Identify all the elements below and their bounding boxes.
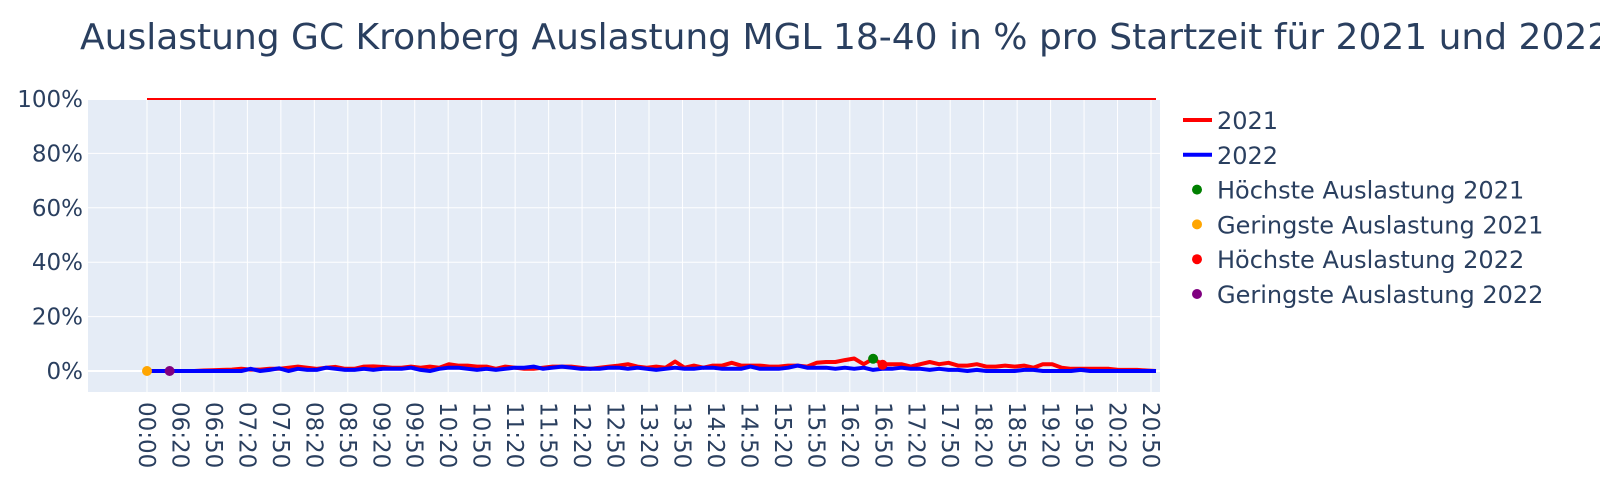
legend-label: Höchste Auslastung 2022 — [1217, 246, 1524, 274]
y-tick-label: 40% — [32, 250, 83, 276]
marker-point — [164, 366, 175, 376]
x-tick-label: 09:50 — [401, 402, 427, 468]
x-tick-label: 14:50 — [735, 402, 761, 468]
x-tick-label: 13:50 — [668, 402, 694, 468]
chart-title: Auslastung GC Kronberg Auslastung MGL 18… — [80, 17, 1600, 58]
y-axis-ticks: 0% 20% 40% 60% 80% 100% — [17, 87, 83, 385]
extreme-markers — [142, 353, 888, 376]
x-tick-label: 06:20 — [166, 402, 192, 468]
x-tick-label: 11:20 — [501, 402, 527, 468]
x-tick-label: 16:50 — [869, 402, 895, 468]
marker-point — [877, 359, 888, 370]
x-tick-label: 08:50 — [334, 402, 360, 468]
legend-marker — [1192, 254, 1202, 265]
legend-marker — [1192, 219, 1202, 230]
x-tick-label: 14:20 — [702, 402, 728, 468]
x-tick-label: 07:20 — [233, 402, 259, 468]
x-tick-label: 07:50 — [267, 402, 293, 468]
legend: 2021 2022 Höchste Auslastung 2021 Geringste… — [1183, 107, 1543, 309]
x-axis-ticks: 00:00 06:20 06:50 07:20 07:50 08:20 08:50 09:20… — [133, 402, 1163, 468]
x-tick-label: 20:50 — [1137, 402, 1163, 468]
y-tick-label: 60% — [32, 196, 83, 222]
legend-label: Höchste Auslastung 2021 — [1217, 177, 1524, 205]
x-tick-label: 19:50 — [1070, 402, 1096, 468]
legend-marker — [1192, 289, 1202, 299]
legend-label: 2022 — [1217, 142, 1278, 170]
x-tick-label: 17:20 — [903, 402, 929, 468]
x-tick-label: 00:00 — [133, 402, 159, 468]
x-tick-label: 10:50 — [468, 402, 494, 468]
x-tick-label: 08:20 — [300, 402, 326, 468]
marker-point — [142, 366, 152, 376]
plot-area — [88, 100, 1160, 392]
legend-label: Geringste Auslastung 2022 — [1217, 281, 1543, 309]
legend-label: Geringste Auslastung 2021 — [1217, 211, 1543, 239]
x-tick-label: 09:20 — [367, 402, 393, 468]
marker-point — [868, 353, 879, 364]
x-tick-label: 11:50 — [535, 402, 561, 468]
x-tick-label: 18:50 — [1003, 402, 1029, 468]
series-lines — [147, 98, 1157, 373]
x-tick-label: 12:20 — [568, 402, 594, 468]
x-tick-label: 15:50 — [802, 402, 828, 468]
x-tick-label: 10:20 — [434, 402, 460, 468]
y-tick-label: 0% — [47, 359, 84, 385]
legend-label: 2021 — [1217, 107, 1278, 135]
y-tick-label: 20% — [32, 305, 83, 331]
x-tick-label: 20:20 — [1104, 402, 1130, 468]
x-tick-label: 06:50 — [200, 402, 226, 468]
legend-marker — [1192, 184, 1202, 195]
x-tick-label: 12:50 — [602, 402, 628, 468]
x-tick-label: 18:20 — [970, 402, 996, 468]
x-tick-label: 15:20 — [769, 402, 795, 468]
x-tick-label: 16:20 — [836, 402, 862, 468]
x-tick-label: 17:50 — [936, 402, 962, 468]
y-tick-label: 100% — [17, 87, 83, 113]
x-tick-label: 19:20 — [1037, 402, 1063, 468]
series-line-2022 — [147, 363, 1156, 373]
y-tick-label: 80% — [32, 141, 83, 167]
x-tick-label: 13:20 — [635, 402, 661, 468]
